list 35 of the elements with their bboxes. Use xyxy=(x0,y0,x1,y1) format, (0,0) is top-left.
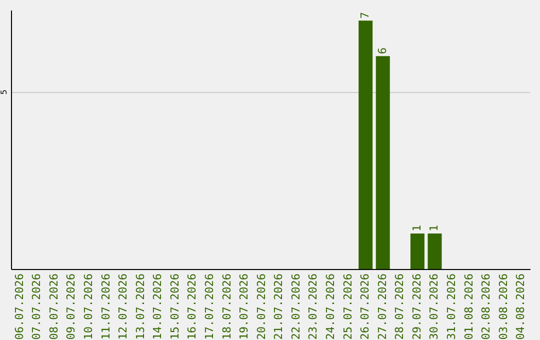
x-tick-label: 13.07.2026 xyxy=(134,274,147,340)
data-label: 1 xyxy=(410,224,424,232)
x-tick-label: 06.07.2026 xyxy=(12,274,26,340)
x-tick-label: 14.07.2026 xyxy=(151,274,164,340)
data-label: 6 xyxy=(376,48,389,54)
x-tick-label: 24.07.2026 xyxy=(324,274,338,340)
x-tick-label: 04.08.2026 xyxy=(514,274,528,340)
x-tick-label: 17.07.2026 xyxy=(202,274,216,340)
x-tick-label: 07.07.2026 xyxy=(30,274,44,340)
x-tick-label: 01.08.2026 xyxy=(462,274,476,340)
x-tick-label: 08.07.2026 xyxy=(47,274,60,340)
x-tick-label: 10.07.2026 xyxy=(82,274,95,340)
x-tick-label: 20.07.2026 xyxy=(254,274,268,340)
x-tick-label: 29.07.2026 xyxy=(410,274,424,340)
x-tick-label: 21.07.2026 xyxy=(272,274,286,340)
data-label: 1 xyxy=(428,224,441,232)
x-tick-label: 19.07.2026 xyxy=(238,274,251,340)
x-tick-label: 23.07.2026 xyxy=(306,274,320,340)
x-tick-label: 02.08.2026 xyxy=(480,274,493,340)
x-tick-label: 16.07.2026 xyxy=(186,274,199,340)
x-tick-label: 28.07.2026 xyxy=(393,274,406,340)
x-tick-label: 25.07.2026 xyxy=(341,274,354,340)
y-tick-label: 5 xyxy=(0,90,8,95)
x-tick-label: 11.07.2026 xyxy=(99,274,112,340)
x-tick-label: 03.08.2026 xyxy=(496,274,510,340)
x-tick-label: 26.07.2026 xyxy=(358,274,372,340)
x-tick-label: 09.07.2026 xyxy=(64,274,78,340)
x-tick-label: 27.07.2026 xyxy=(376,274,389,340)
x-tick-label: 30.07.2026 xyxy=(428,274,441,340)
x-tick-label: 22.07.2026 xyxy=(289,274,302,340)
data-label: 7 xyxy=(358,12,372,19)
x-tick-label: 15.07.2026 xyxy=(168,274,182,340)
x-tick-label: 18.07.2026 xyxy=(220,274,234,340)
x-tick-label: 12.07.2026 xyxy=(116,274,130,340)
x-tick-label: 31.07.2026 xyxy=(445,274,458,340)
